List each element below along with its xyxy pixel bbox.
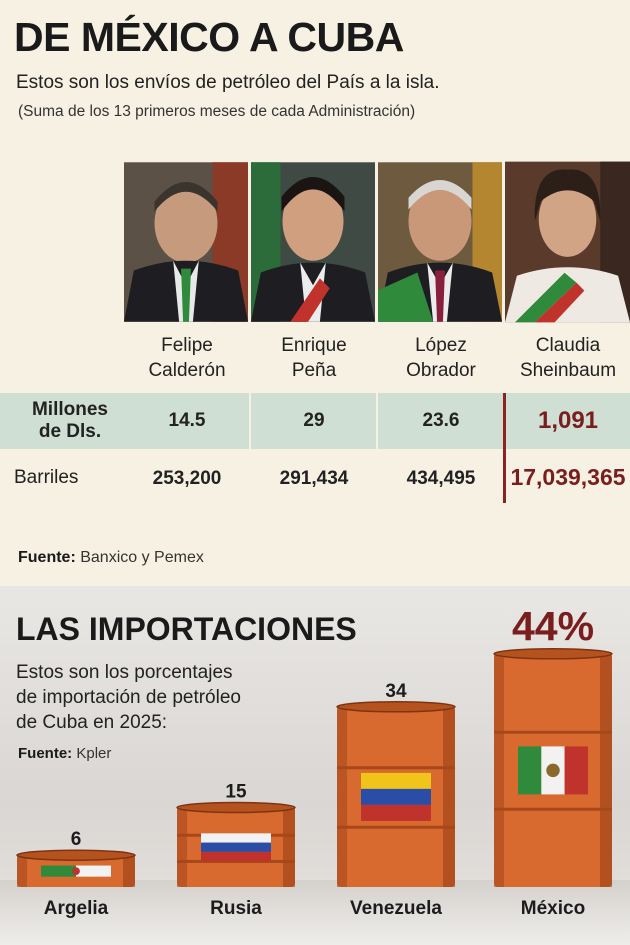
portrait-pena-image	[251, 162, 375, 322]
source-imports-label: Fuente:	[18, 745, 73, 762]
name-lopez-last: Obrador	[406, 360, 476, 381]
source-imports: Fuente: Kpler	[18, 745, 111, 762]
name-calderon-first: Felipe	[161, 335, 213, 356]
portrait-lopez-obrador-image	[378, 162, 502, 322]
portrait-lopez-obrador	[378, 161, 504, 323]
source-shipments-text: Banxico y Pemex	[80, 549, 204, 566]
source-shipments: Fuente: Banxico y Pemex	[18, 549, 204, 567]
millones-row-background	[0, 393, 630, 449]
main-note: (Suma de los 13 primeros meses de cada A…	[18, 103, 416, 120]
imports-floor	[0, 880, 630, 945]
portrait-calderon-image	[124, 162, 248, 322]
name-sheinbaum-first: Claudia	[535, 335, 601, 356]
millones-row-label: Millones de Dls.	[18, 399, 122, 443]
millones-label-line2: de Dls.	[38, 421, 102, 442]
main-title: DE MÉXICO A CUBA	[14, 14, 404, 60]
name-calderon: Felipe Calderón	[124, 333, 250, 383]
column-divider-1	[249, 393, 251, 503]
name-pena-first: Enrique	[281, 335, 347, 356]
name-lopez-first: López	[415, 335, 467, 356]
imports-title: LAS IMPORTACIONES	[16, 611, 357, 647]
millones-calderon: 14.5	[168, 410, 206, 431]
barriles-sheinbaum: 17,039,365	[510, 464, 626, 490]
imports-desc-line3: de Cuba en 2025:	[16, 712, 168, 733]
barriles-row-label: Barriles	[14, 467, 79, 488]
imports-description: Estos son los porcentajes de importación…	[16, 660, 241, 735]
name-calderon-last: Calderón	[148, 360, 226, 381]
name-sheinbaum-last: Sheinbaum	[519, 360, 617, 381]
barriles-pena: 291,434	[279, 468, 349, 489]
column-divider-2	[376, 393, 378, 503]
highlight-column-border	[503, 393, 630, 503]
name-sheinbaum: Claudia Sheinbaum	[505, 333, 630, 383]
source-shipments-label: Fuente:	[18, 549, 76, 566]
imports-desc-line1: Estos son los porcentajes	[16, 662, 233, 683]
millones-sheinbaum: 1,091	[537, 407, 599, 434]
name-pena: Enrique Peña	[251, 333, 377, 383]
millones-lopez-obrador: 23.6	[422, 410, 460, 431]
name-pena-last: Peña	[291, 360, 337, 381]
barriles-calderon: 253,200	[152, 468, 222, 489]
millones-label-line1: Millones	[31, 399, 108, 420]
millones-pena: 29	[303, 410, 325, 431]
name-lopez-obrador: López Obrador	[378, 333, 504, 383]
portrait-sheinbaum-image	[505, 161, 630, 323]
barriles-lopez-obrador: 434,495	[406, 468, 476, 489]
source-imports-text: Kpler	[76, 745, 112, 762]
main-subtitle: Estos son los envíos de petróleo del Paí…	[16, 72, 440, 93]
portrait-calderon	[124, 161, 250, 323]
portrait-pena	[251, 161, 377, 323]
portrait-sheinbaum	[505, 161, 630, 323]
imports-desc-line2: de importación de petróleo	[16, 687, 241, 708]
